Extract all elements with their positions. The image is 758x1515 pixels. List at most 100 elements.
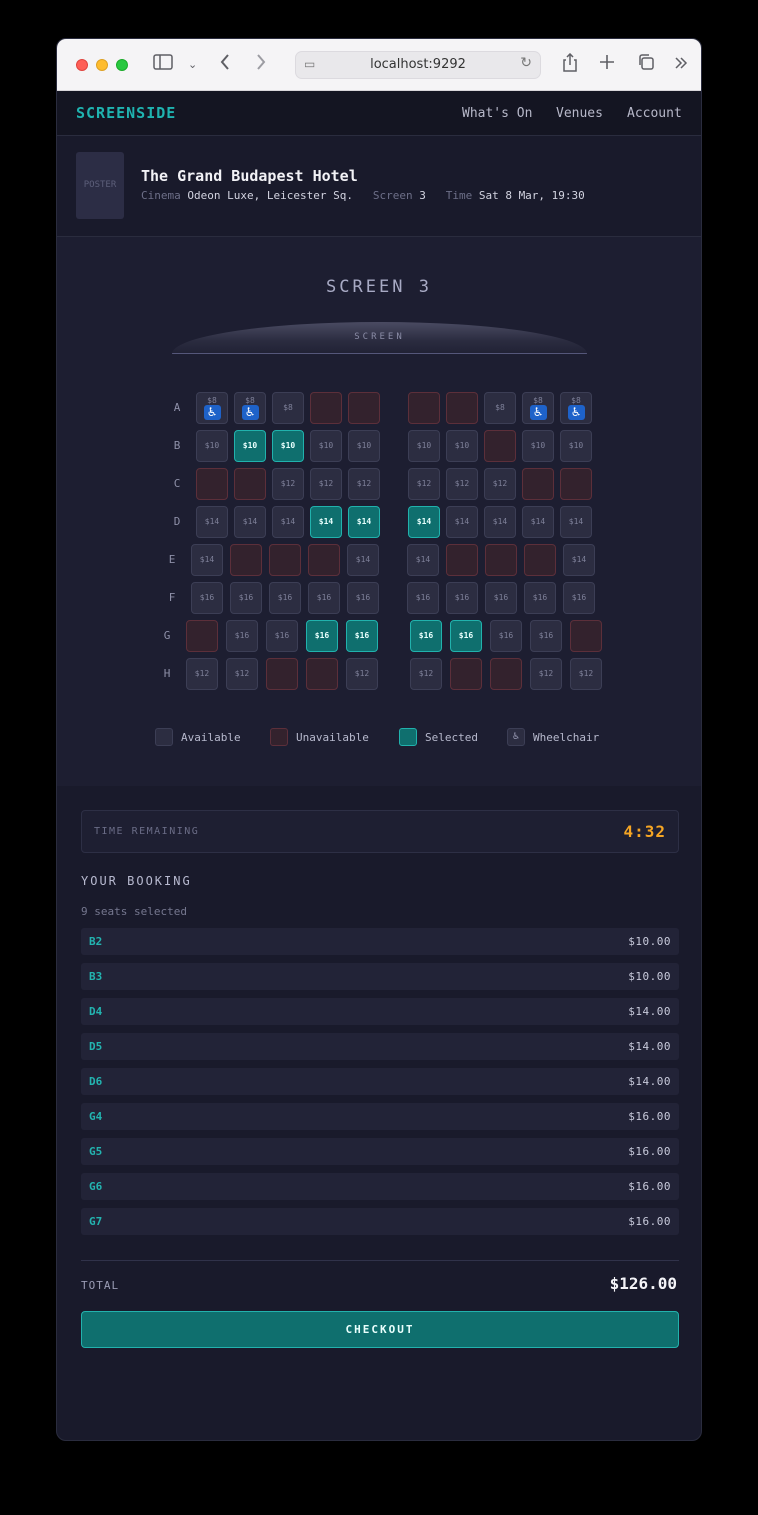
- seat-D9[interactable]: $14: [522, 506, 554, 538]
- seat-A2[interactable]: $8 ♿: [234, 392, 266, 424]
- wheelchair-icon: ♿: [507, 728, 525, 746]
- checkout-button[interactable]: CHECKOUT: [81, 1311, 679, 1348]
- seat-D6[interactable]: $14: [408, 506, 440, 538]
- seat-E10[interactable]: $14: [563, 544, 595, 576]
- row-label: C: [173, 477, 181, 490]
- seat-H10[interactable]: $12: [570, 658, 602, 690]
- seat-F6[interactable]: $16: [407, 582, 439, 614]
- seat-H2[interactable]: $12: [226, 658, 258, 690]
- seat-D3[interactable]: $14: [272, 506, 304, 538]
- seat-F7[interactable]: $16: [446, 582, 478, 614]
- seat-C3[interactable]: $12: [272, 468, 304, 500]
- seat-D7[interactable]: $14: [446, 506, 478, 538]
- seat-F1[interactable]: $16: [191, 582, 223, 614]
- seat-G6[interactable]: $16: [410, 620, 442, 652]
- zoom-window-button[interactable]: [116, 59, 128, 71]
- seat-C6[interactable]: $12: [408, 468, 440, 500]
- address-bar[interactable]: ▭ localhost:9292 ↻: [295, 51, 541, 79]
- cinema-label: Cinema: [141, 189, 181, 202]
- seat-D2[interactable]: $14: [234, 506, 266, 538]
- seat-C5[interactable]: $12: [348, 468, 380, 500]
- seat-F2[interactable]: $16: [230, 582, 262, 614]
- timer-label: TIME REMAINING: [94, 826, 200, 837]
- seat-D8[interactable]: $14: [484, 506, 516, 538]
- movie-meta: Cinema Odeon Luxe, Leicester Sq. Screen …: [141, 189, 585, 202]
- back-icon[interactable]: [219, 53, 231, 78]
- seat-F5[interactable]: $16: [347, 582, 379, 614]
- row-label: D: [173, 515, 181, 528]
- seat-H9[interactable]: $12: [530, 658, 562, 690]
- tabs-icon[interactable]: [637, 53, 655, 78]
- seat-D10[interactable]: $14: [560, 506, 592, 538]
- seat-F10[interactable]: $16: [563, 582, 595, 614]
- seat-A3[interactable]: $8: [272, 392, 304, 424]
- seat-F3[interactable]: $16: [269, 582, 301, 614]
- seat-H5[interactable]: $12: [346, 658, 378, 690]
- seat-D5[interactable]: $14: [348, 506, 380, 538]
- seat-E1[interactable]: $14: [191, 544, 223, 576]
- new-tab-icon[interactable]: [599, 53, 615, 77]
- seat-G9[interactable]: $16: [530, 620, 562, 652]
- time-value: Sat 8 Mar, 19:30: [478, 189, 585, 202]
- nav-link-venues[interactable]: Venues: [556, 106, 603, 121]
- seat-C10: [560, 468, 592, 500]
- sidebar-icon[interactable]: [153, 53, 173, 77]
- seat-B3[interactable]: $10: [272, 430, 304, 462]
- seat-F9[interactable]: $16: [524, 582, 556, 614]
- seat-F8[interactable]: $16: [485, 582, 517, 614]
- seat-G2[interactable]: $16: [226, 620, 258, 652]
- seat-B5[interactable]: $10: [348, 430, 380, 462]
- booking-price: $16.00: [628, 1110, 671, 1123]
- seat-A8[interactable]: $8: [484, 392, 516, 424]
- seat-B1[interactable]: $10: [196, 430, 228, 462]
- nav-link-account[interactable]: Account: [627, 106, 682, 121]
- share-icon[interactable]: [562, 52, 578, 80]
- seat-D4[interactable]: $14: [310, 506, 342, 538]
- seat-A9[interactable]: $8 ♿: [522, 392, 554, 424]
- reload-icon[interactable]: ↻: [520, 55, 532, 71]
- seat-H1[interactable]: $12: [186, 658, 218, 690]
- page-settings-icon[interactable]: ▭: [304, 57, 316, 71]
- seat-H6[interactable]: $12: [410, 658, 442, 690]
- seat-B2[interactable]: $10: [234, 430, 266, 462]
- seat-map: SCREEN 3 SCREEN A $8 ♿ $8 ♿ $8 $8 $8 ♿ $8 ♿ B $10 $10…: [57, 237, 701, 786]
- seat-F4[interactable]: $16: [308, 582, 340, 614]
- seat-A6: [408, 392, 440, 424]
- booking-price: $14.00: [628, 1005, 671, 1018]
- seat-G5[interactable]: $16: [346, 620, 378, 652]
- chevron-down-icon[interactable]: ⌄: [188, 58, 198, 71]
- close-window-button[interactable]: [76, 59, 88, 71]
- seat-count: 9 seats selected: [81, 905, 187, 918]
- seat-D1[interactable]: $14: [196, 506, 228, 538]
- seat-G3[interactable]: $16: [266, 620, 298, 652]
- seat-E9: [524, 544, 556, 576]
- seat-A1[interactable]: $8 ♿: [196, 392, 228, 424]
- seat-B6[interactable]: $10: [408, 430, 440, 462]
- seat-C8[interactable]: $12: [484, 468, 516, 500]
- brand-logo[interactable]: SCREENSIDE: [76, 104, 177, 122]
- nav-link-whats-on[interactable]: What's On: [462, 106, 533, 121]
- booking-row: G6 $16.00: [81, 1173, 679, 1200]
- seat-B9[interactable]: $10: [522, 430, 554, 462]
- booking-heading: YOUR BOOKING: [81, 874, 192, 888]
- seat-G7[interactable]: $16: [450, 620, 482, 652]
- seat-B10[interactable]: $10: [560, 430, 592, 462]
- seat-E5[interactable]: $14: [347, 544, 379, 576]
- screen-graphic: SCREEN: [172, 322, 587, 354]
- wheelchair-icon: ♿: [567, 405, 585, 420]
- seat-B4[interactable]: $10: [310, 430, 342, 462]
- more-icon[interactable]: [674, 53, 688, 77]
- seat-A10[interactable]: $8 ♿: [560, 392, 592, 424]
- minimize-window-button[interactable]: [96, 59, 108, 71]
- seat-C4[interactable]: $12: [310, 468, 342, 500]
- seat-H4: [306, 658, 338, 690]
- seat-G8[interactable]: $16: [490, 620, 522, 652]
- seat-C7[interactable]: $12: [446, 468, 478, 500]
- movie-poster: POSTER: [76, 152, 124, 219]
- seat-B7[interactable]: $10: [446, 430, 478, 462]
- screen-label: Screen: [372, 189, 413, 202]
- seat-E6[interactable]: $14: [407, 544, 439, 576]
- seat-C2: [234, 468, 266, 500]
- forward-icon[interactable]: [255, 53, 267, 78]
- seat-G4[interactable]: $16: [306, 620, 338, 652]
